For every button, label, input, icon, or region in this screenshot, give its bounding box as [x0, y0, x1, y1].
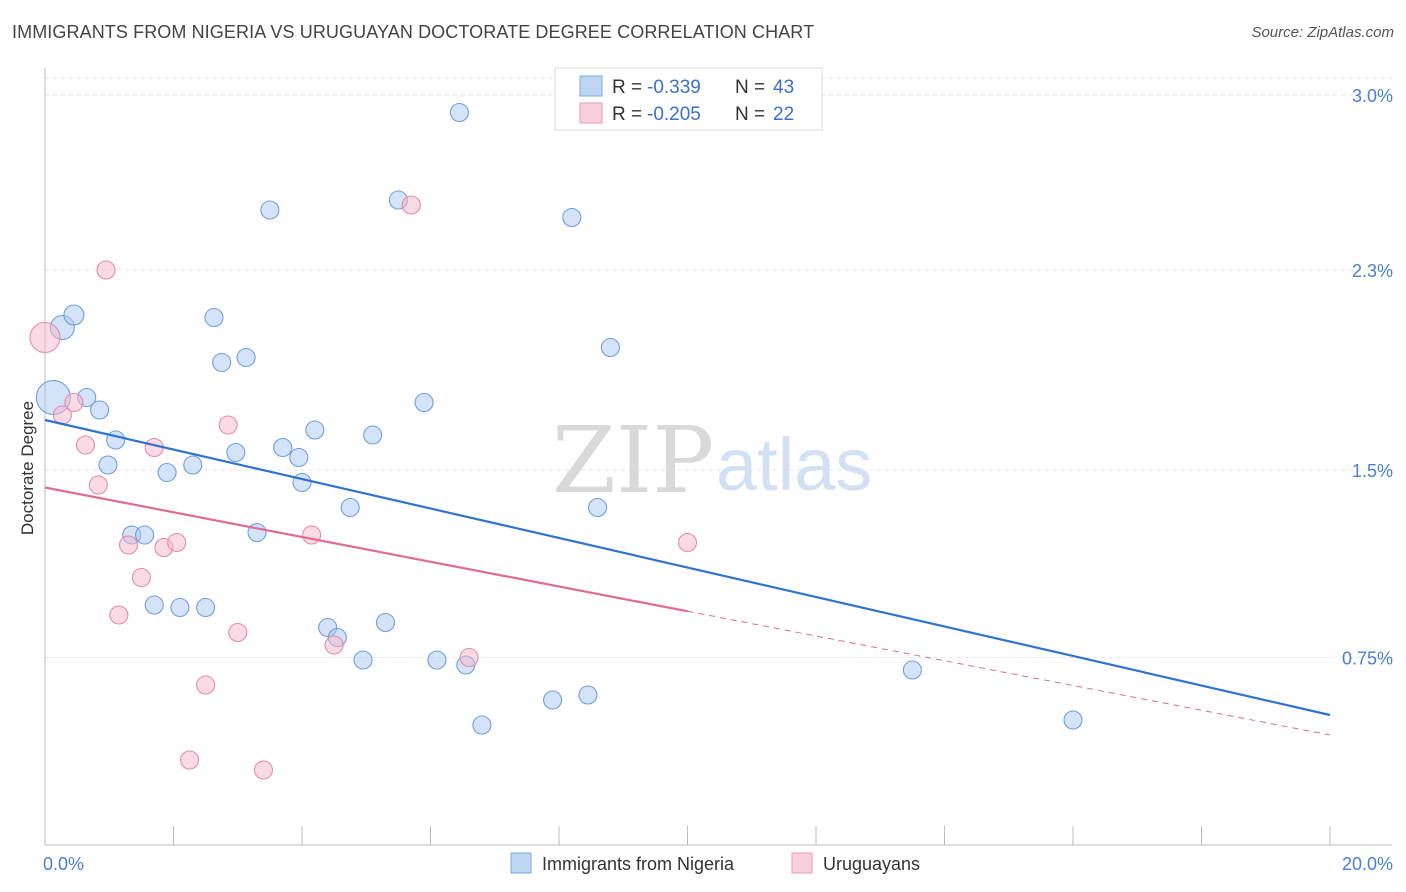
point-uruguayans: [677, 532, 698, 553]
point-nigeria: [587, 497, 608, 518]
series-swatch-nigeria: [510, 852, 532, 874]
point-uruguayans: [118, 535, 139, 555]
point-nigeria: [63, 304, 85, 326]
point-nigeria: [204, 307, 224, 328]
point-uruguayans: [180, 750, 200, 770]
series-label-nigeria: Immigrants from Nigeria: [542, 854, 735, 874]
point-nigeria: [98, 455, 118, 475]
point-nigeria: [135, 525, 155, 545]
point-uruguayans: [459, 647, 479, 668]
x-tick-labels: 0.0% 20.0%: [43, 854, 1393, 874]
y-tick-label: 1.5%: [1352, 461, 1393, 481]
point-nigeria: [305, 420, 325, 440]
point-uruguayans: [96, 260, 116, 280]
series-swatch-uruguayans: [791, 852, 813, 874]
point-uruguayans: [75, 435, 96, 455]
point-nigeria: [170, 597, 190, 618]
point-uruguayans: [88, 475, 108, 495]
point-nigeria: [562, 207, 582, 228]
y-tick-labels: 0.75% 1.5% 2.3% 3.0%: [1342, 86, 1393, 669]
trend-line-uruguayans: [44, 486, 688, 613]
point-uruguayans: [253, 760, 274, 780]
watermark: ZIP atlas: [552, 407, 872, 514]
trend-line-nigeria: [44, 418, 1331, 717]
watermark-atlas: atlas: [716, 423, 872, 506]
point-nigeria: [260, 200, 280, 220]
point-nigeria: [427, 650, 447, 670]
point-nigeria: [449, 102, 469, 123]
series-label-uruguayans: Uruguayans: [823, 854, 920, 874]
point-uruguayans: [196, 675, 216, 695]
legend-n-label-2: N =: [735, 104, 765, 125]
point-nigeria: [289, 447, 309, 468]
point-nigeria: [1063, 710, 1083, 730]
point-nigeria: [353, 650, 373, 670]
watermark-zip: ZIP: [552, 407, 714, 514]
point-nigeria: [543, 690, 563, 710]
point-uruguayans: [228, 622, 248, 643]
legend-r-label-2: R =: [612, 104, 642, 125]
legend-n-label-1: N =: [735, 77, 765, 98]
point-nigeria: [600, 337, 620, 358]
y-tick-label: 2.3%: [1352, 261, 1393, 281]
y-tick-label: 0.75%: [1342, 649, 1393, 669]
axes: [44, 68, 1392, 846]
legend-r-value-1: -0.339: [647, 77, 701, 98]
grid-lines: [45, 77, 1392, 658]
point-uruguayans: [324, 635, 344, 655]
point-uruguayans: [64, 392, 84, 413]
point-uruguayans: [401, 195, 421, 215]
point-nigeria: [196, 597, 216, 618]
chart-title: IMMIGRANTS FROM NIGERIA VS URUGUAYAN DOC…: [12, 22, 815, 42]
legend-r-label-1: R =: [612, 77, 642, 98]
point-nigeria: [340, 497, 360, 518]
point-nigeria: [363, 425, 383, 445]
point-uruguayans: [29, 321, 61, 354]
point-nigeria: [236, 347, 256, 368]
series-legend: Immigrants from Nigeria Uruguayans: [510, 852, 920, 874]
point-uruguayans: [131, 567, 151, 588]
point-nigeria: [226, 442, 246, 463]
point-nigeria: [375, 612, 396, 633]
point-nigeria: [90, 400, 110, 420]
point-nigeria: [292, 472, 312, 493]
legend-swatch-nigeria: [579, 75, 603, 97]
point-nigeria: [212, 352, 232, 373]
legend-n-value-1: 43: [773, 77, 794, 98]
point-nigeria: [472, 715, 492, 735]
point-nigeria: [414, 392, 434, 413]
point-uruguayans: [302, 525, 322, 545]
point-uruguayans: [109, 605, 129, 625]
y-axis-title: Doctorate Degree: [18, 401, 37, 535]
legend-n-value-2: 22: [773, 104, 794, 125]
source-credit: Source: ZipAtlas.com: [1251, 24, 1394, 41]
x-tick-label: 20.0%: [1342, 854, 1393, 874]
point-nigeria: [157, 462, 177, 483]
legend: R = -0.339 N = 43 R = -0.205 N = 22: [554, 67, 823, 131]
x-tick-label: 0.0%: [43, 854, 84, 874]
trend-line-uruguayans-extension: [687, 610, 1331, 736]
legend-swatch-uruguayans: [579, 102, 603, 124]
point-nigeria: [183, 455, 203, 475]
point-nigeria: [144, 595, 164, 615]
trend-lines: [44, 418, 1331, 736]
legend-r-value-2: -0.205: [647, 104, 701, 125]
point-nigeria: [902, 660, 922, 680]
point-nigeria: [578, 685, 598, 705]
point-nigeria: [273, 437, 293, 458]
y-tick-label: 3.0%: [1352, 86, 1393, 106]
point-uruguayans: [218, 415, 238, 435]
point-uruguayans: [167, 532, 187, 553]
